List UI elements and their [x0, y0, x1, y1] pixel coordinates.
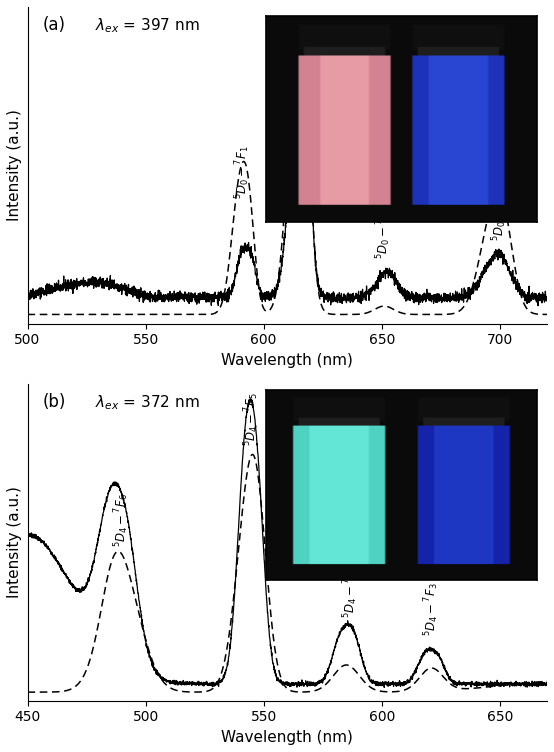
Y-axis label: Intensity (a.u.): Intensity (a.u.): [7, 109, 22, 221]
Text: $^5D_0 - ^7F_2$: $^5D_0 - ^7F_2$: [290, 21, 309, 75]
Text: (b): (b): [43, 393, 66, 411]
Text: $^5D_4 - ^7F_6$: $^5D_4 - ^7F_6$: [112, 493, 131, 547]
Text: $^5D_4 - ^7F_3$: $^5D_4 - ^7F_3$: [422, 582, 440, 635]
Text: $^5D_0 - ^7F_4$: $^5D_0 - ^7F_4$: [490, 186, 509, 241]
Text: (a): (a): [43, 17, 66, 35]
Text: $^5D_4 - ^7F_4$: $^5D_4 - ^7F_4$: [342, 564, 361, 618]
Text: $^5D_0 - ^7F_1$: $^5D_0 - ^7F_1$: [233, 146, 252, 199]
X-axis label: Wavelength (nm): Wavelength (nm): [222, 353, 353, 368]
X-axis label: Wavelength (nm): Wavelength (nm): [222, 730, 353, 745]
Text: $\lambda_{ex}$ = 397 nm: $\lambda_{ex}$ = 397 nm: [95, 17, 200, 35]
Text: $^5D_4 - ^7F_5$: $^5D_4 - ^7F_5$: [243, 393, 261, 446]
Text: $^5D_0 - ^7F_3$: $^5D_0 - ^7F_3$: [375, 205, 393, 259]
Text: $\lambda_{ex}$ = 372 nm: $\lambda_{ex}$ = 372 nm: [95, 393, 200, 412]
Y-axis label: Intensity (a.u.): Intensity (a.u.): [7, 487, 22, 599]
